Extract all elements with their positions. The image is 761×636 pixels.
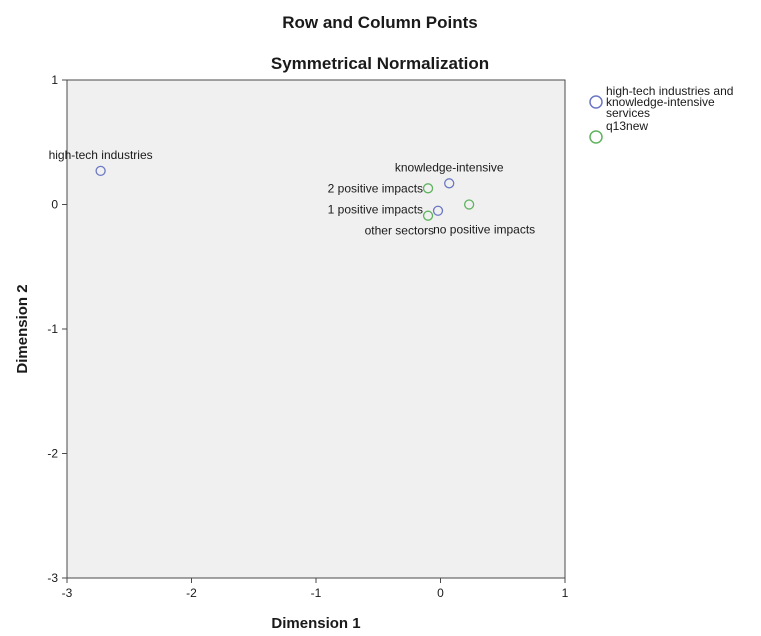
- point-label: 1 positive impacts: [328, 203, 423, 217]
- y-tick-label: -2: [47, 447, 58, 461]
- legend-label: q13new: [606, 119, 648, 133]
- scatter-point: [95, 165, 106, 177]
- y-tick-label: -3: [47, 571, 58, 585]
- plot-area: [66, 79, 566, 579]
- legend-marker: [589, 95, 603, 109]
- point-label: no positive impacts: [433, 223, 535, 237]
- scatter-point: [432, 205, 444, 216]
- data-points: high-tech industries knowledge-intensive o…: [49, 148, 536, 238]
- scatter-point: [463, 199, 475, 210]
- legend-label: knowledge-intensive: [606, 95, 715, 109]
- point-label: 2 positive impacts: [328, 181, 423, 195]
- x-axis-title: Dimension 1: [271, 615, 360, 632]
- point-label: other sectors: [365, 224, 434, 238]
- legend-label: services: [606, 106, 650, 120]
- y-tick-label: 1: [51, 73, 58, 87]
- x-tick-label: -2: [186, 586, 197, 600]
- y-axis-ticks: 1 0 -1 -2 -3: [47, 73, 67, 585]
- legend-label: high-tech industries and: [606, 84, 733, 98]
- scatter-point: [444, 178, 455, 189]
- point-label: knowledge-intensive: [395, 160, 504, 174]
- y-tick-label: 0: [51, 198, 58, 212]
- chart-subtitle: Symmetrical Normalization: [271, 54, 489, 73]
- y-axis-title: Dimension 2: [14, 284, 31, 373]
- point-label: high-tech industries: [49, 148, 153, 162]
- chart-title: Row and Column Points: [282, 13, 478, 32]
- scatter-point: [422, 210, 434, 221]
- y-tick-label: -1: [47, 322, 58, 336]
- x-tick-label: 0: [437, 586, 444, 600]
- x-tick-label: -1: [311, 586, 322, 600]
- x-tick-label: 1: [562, 586, 569, 600]
- legend-marker: [589, 130, 603, 144]
- scatter-point: [422, 183, 434, 194]
- x-tick-label: -3: [62, 586, 73, 600]
- x-axis-ticks: -3 -2 -1 0 1: [62, 578, 569, 600]
- legend: high-tech industries andknowledge-intens…: [589, 84, 733, 144]
